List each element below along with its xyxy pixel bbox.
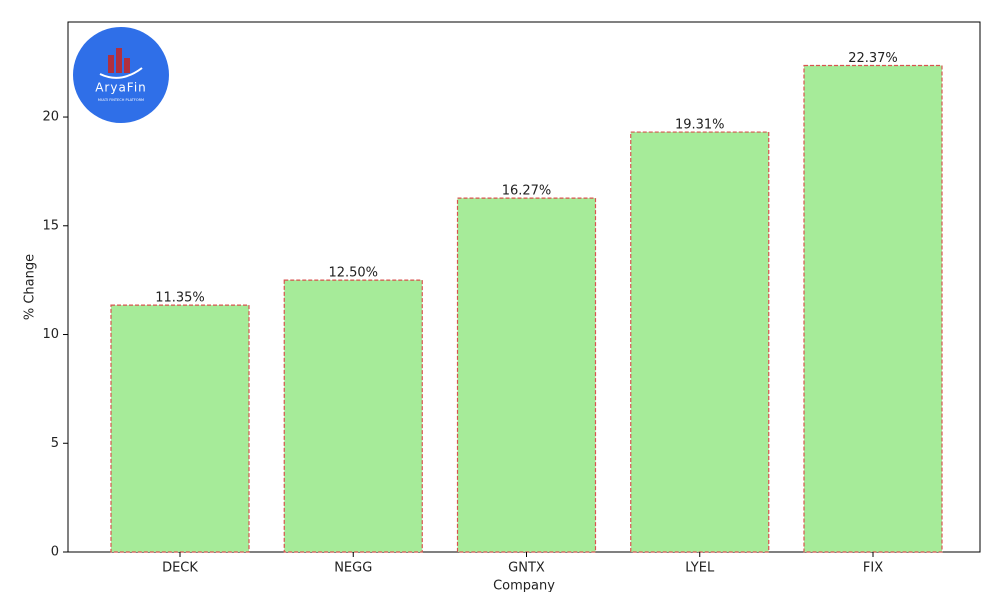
logo-badge <box>73 27 169 123</box>
y-tick-label: 5 <box>51 436 59 451</box>
x-tick-label: DECK <box>162 561 198 576</box>
bar <box>630 131 770 553</box>
logo-icon <box>116 48 122 73</box>
y-axis-label: % Change <box>23 254 38 320</box>
value-label: 12.50% <box>328 266 378 281</box>
logo-tagline: MULTI FINTECH PLATFORM <box>98 98 144 102</box>
x-tick-label: FIX <box>863 561 883 576</box>
y-tick-label: 0 <box>51 545 59 560</box>
logo-swoosh <box>99 67 143 79</box>
y-tick-label: 10 <box>42 327 59 342</box>
value-label: 11.35% <box>155 291 205 306</box>
value-label: 19.31% <box>675 118 725 133</box>
logo-icon <box>124 58 130 73</box>
x-tick-label: GNTX <box>508 561 545 576</box>
logo-name: AryaFin <box>95 81 147 95</box>
value-label: 16.27% <box>502 184 552 199</box>
logo-icon <box>108 55 114 73</box>
bar <box>110 304 250 553</box>
logo: AryaFin MULTI FINTECH PLATFORM <box>73 27 169 123</box>
value-label: 22.37% <box>848 51 898 66</box>
y-tick-label: 15 <box>42 218 59 233</box>
y-tick-label: 20 <box>42 110 59 125</box>
bar <box>456 197 597 553</box>
bar <box>283 279 423 553</box>
x-tick-label: LYEL <box>685 561 715 576</box>
x-axis-label: Company <box>493 579 555 592</box>
bar <box>803 64 943 553</box>
x-tick-label: NEGG <box>334 561 372 576</box>
